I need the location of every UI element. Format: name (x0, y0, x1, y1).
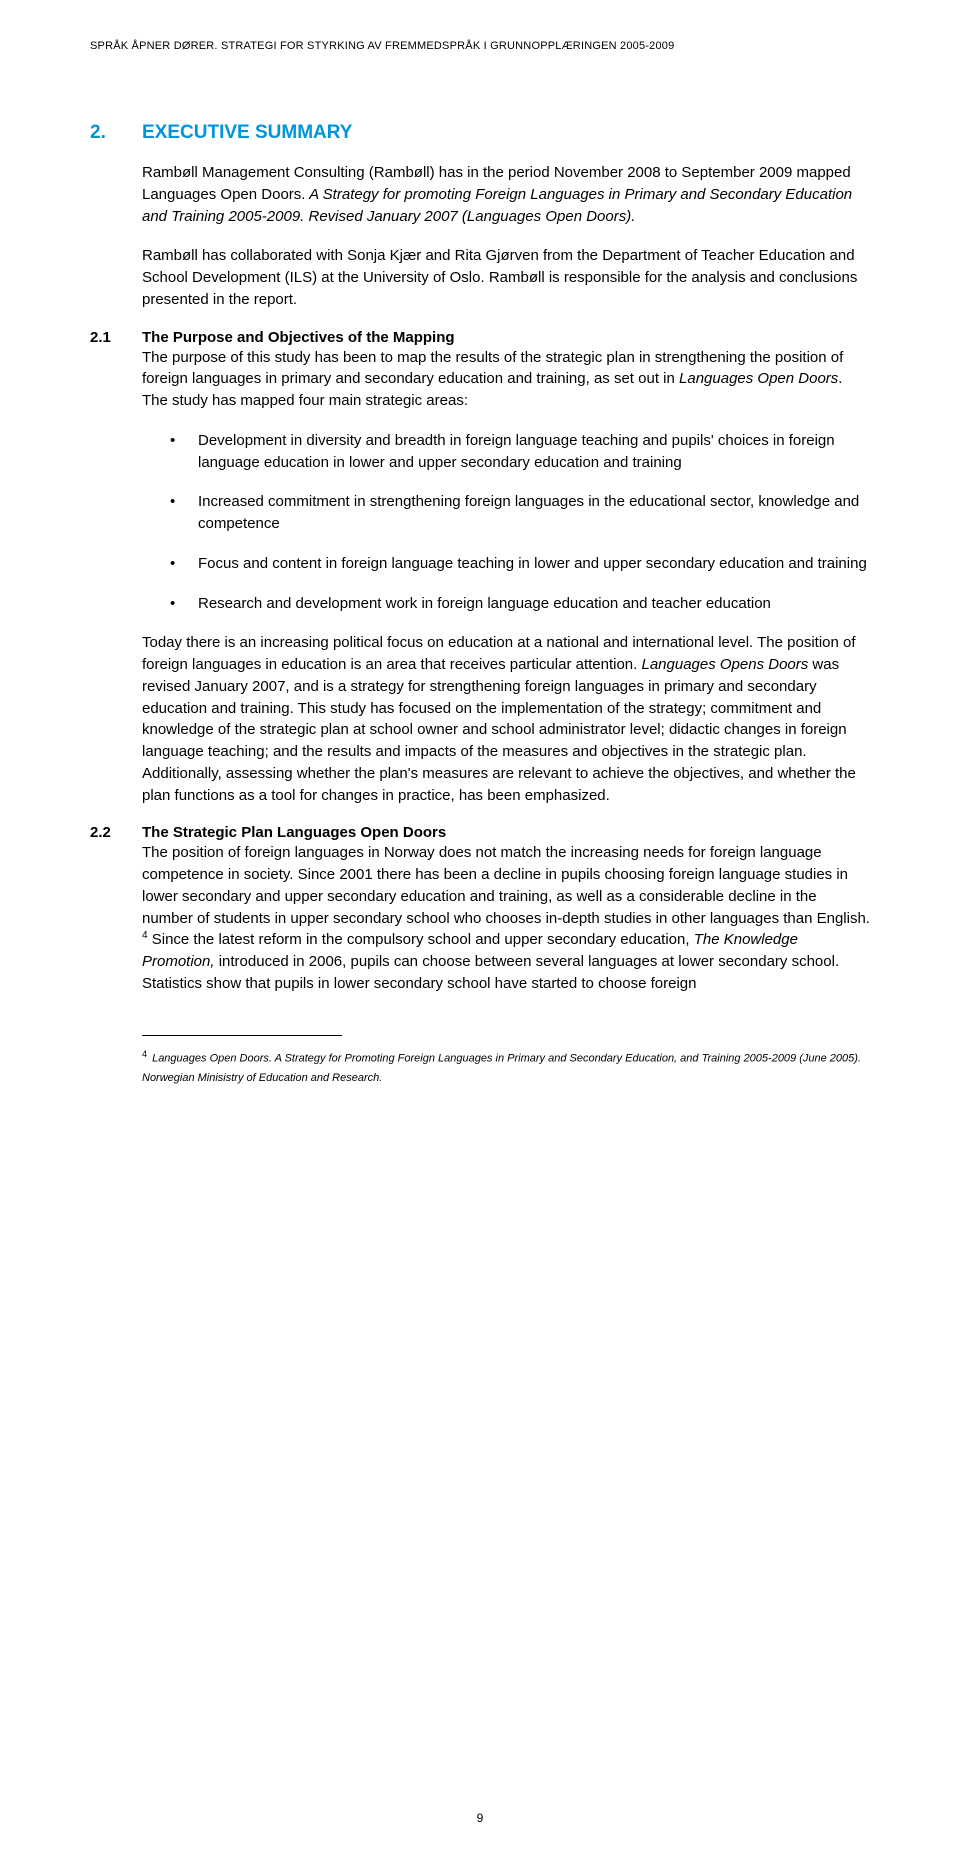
sub22-body-c: introduced in 2006, pupils can choose be… (142, 953, 839, 992)
subsection-number: 2.1 (90, 329, 142, 346)
footnote-number: 4 (142, 1049, 147, 1059)
footnote-rule (142, 1035, 342, 1036)
list-item: Development in diversity and breadth in … (170, 430, 870, 474)
subsection-2-1-tail: Today there is an increasing political f… (142, 632, 870, 806)
section-number: 2. (90, 122, 142, 144)
subsection-title: The Strategic Plan Languages Open Doors (142, 824, 446, 841)
sub22-body-b: Since the latest reform in the compulsor… (148, 931, 694, 948)
page: SPRÅK ÅPNER DØRER. STRATEGI FOR STYRKING… (0, 0, 960, 1855)
footnote: 4 Languages Open Doors. A Strategy for P… (142, 1046, 870, 1089)
list-item: Focus and content in foreign language te… (170, 553, 870, 575)
subsection-2-2: 2.2The Strategic Plan Languages Open Doo… (90, 824, 870, 842)
subsection-number: 2.2 (90, 824, 142, 841)
intro-paragraph-1: Rambøll Management Consulting (Rambøll) … (142, 162, 870, 227)
section-heading: 2.EXECUTIVE SUMMARY (90, 122, 870, 144)
intro-paragraph-2: Rambøll has collaborated with Sonja Kjær… (142, 245, 870, 310)
page-number-wrap: 9 (0, 1811, 960, 1825)
sub21-lead-italic: Languages Open Doors (679, 370, 838, 387)
subsection-title: The Purpose and Objectives of the Mappin… (142, 329, 455, 346)
sub21-tail-b: was revised January 2007, and is a strat… (142, 656, 856, 804)
sub22-body-a: The position of foreign languages in Nor… (142, 844, 870, 926)
strategic-areas-list: Development in diversity and breadth in … (170, 430, 870, 615)
list-item: Increased commitment in strengthening fo… (170, 491, 870, 535)
page-number: 9 (0, 1811, 960, 1825)
list-item: Research and development work in foreign… (170, 593, 870, 615)
section-title-text: EXECUTIVE SUMMARY (142, 122, 352, 143)
sub21-tail-italic: Languages Opens Doors (641, 656, 808, 673)
running-header: SPRÅK ÅPNER DØRER. STRATEGI FOR STYRKING… (90, 40, 870, 52)
footnote-text: Languages Open Doors. A Strategy for Pro… (142, 1052, 861, 1084)
subsection-2-1-lead: The purpose of this study has been to ma… (142, 347, 870, 412)
subsection-2-1: 2.1The Purpose and Objectives of the Map… (90, 329, 870, 347)
subsection-2-2-body: The position of foreign languages in Nor… (142, 842, 870, 994)
